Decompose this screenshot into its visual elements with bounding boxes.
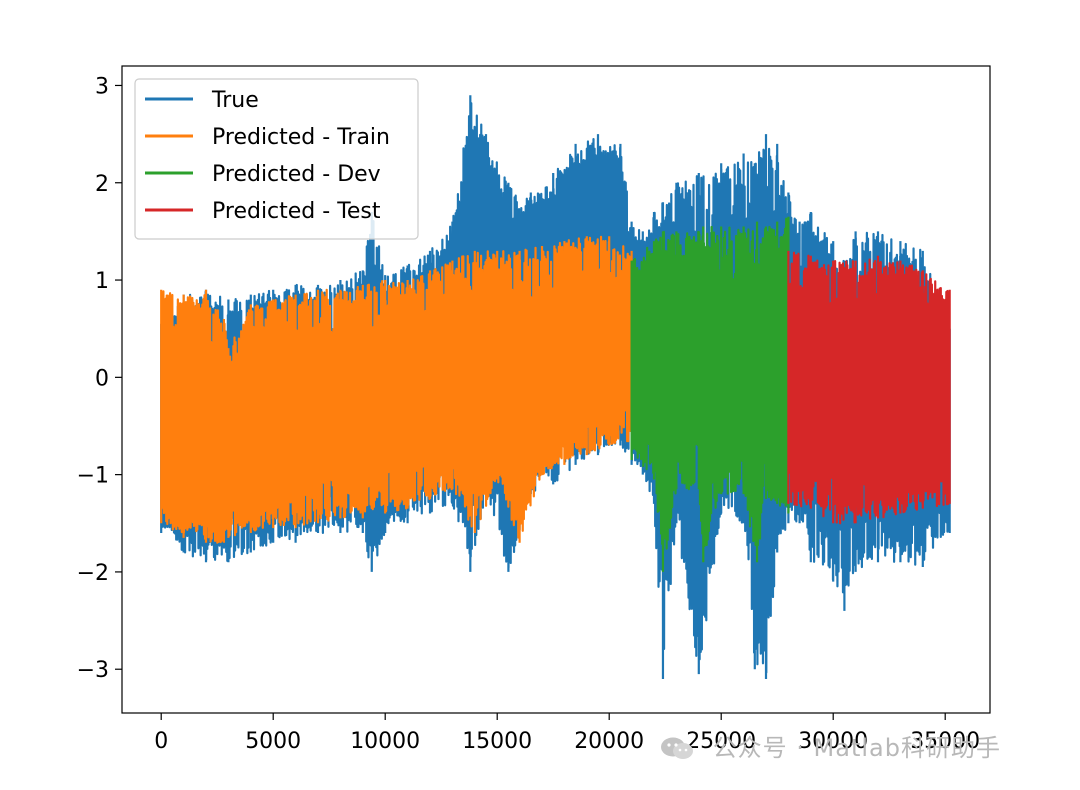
- legend-label: Predicted - Test: [212, 199, 381, 224]
- y-tick-label: −2: [77, 561, 109, 586]
- x-tick-label: 30000: [798, 729, 868, 754]
- wechat-icon: [661, 737, 693, 759]
- x-tick-label: 35000: [910, 729, 980, 754]
- series-line-predicted-dev: [630, 216, 790, 572]
- y-tick-label: 3: [95, 74, 109, 99]
- watermark: 公众号 · Matlab科研助手: [660, 728, 1001, 763]
- series-line-predicted-train: [160, 235, 633, 544]
- legend-label: Predicted - Dev: [212, 162, 381, 187]
- legend-box: [134, 78, 419, 240]
- series-layer: [160, 95, 951, 679]
- legend: True Predicted - Train Predicted - Dev Pred…: [134, 78, 419, 240]
- plot-frame: [121, 65, 991, 714]
- y-axis: −3 −2 −1 0 1 2 3: [77, 74, 122, 683]
- legend-label: True: [211, 88, 259, 113]
- x-tick-label: 10000: [350, 729, 420, 754]
- series-line-predicted-test: [787, 250, 951, 525]
- y-tick-label: −3: [77, 658, 109, 683]
- x-tick-label: 5000: [245, 729, 301, 754]
- y-tick-label: −1: [77, 464, 109, 489]
- legend-label: Predicted - Train: [212, 125, 390, 150]
- y-tick-label: 2: [95, 172, 109, 197]
- y-tick-label: 1: [95, 269, 109, 294]
- x-tick-label: 25000: [686, 729, 756, 754]
- watermark-text: 公众号 · Matlab科研助手: [712, 734, 1001, 762]
- x-axis: 0 5000 10000 15000 20000 25000 30000 35000: [154, 713, 980, 754]
- x-tick-label: 20000: [574, 729, 644, 754]
- x-tick-label: 0: [154, 729, 168, 754]
- x-tick-label: 15000: [462, 729, 532, 754]
- y-tick-label: 0: [95, 366, 109, 391]
